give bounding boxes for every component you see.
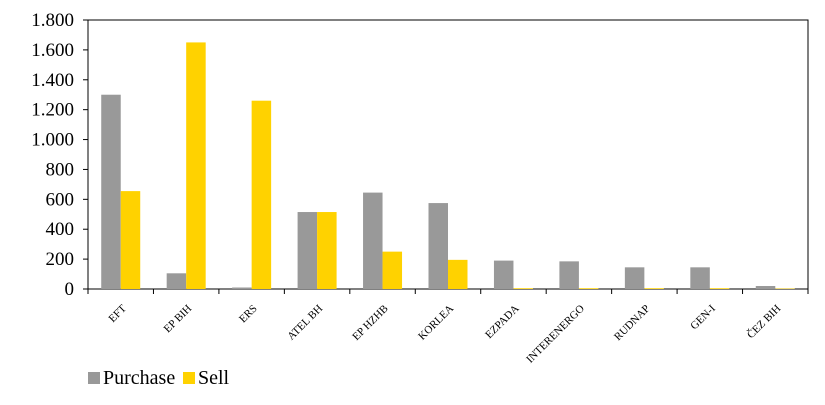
bar-sell-3 (252, 101, 271, 289)
y-tick-label: 0 (65, 279, 75, 300)
x-tick-label: EP HZHB (350, 303, 390, 343)
bar-purchase-6 (429, 203, 449, 289)
x-tick-label: ČEZ BIH (745, 303, 784, 342)
bar-purchase-7 (494, 261, 514, 289)
legend-swatch-purchase (88, 372, 100, 384)
bar-sell-7 (513, 288, 533, 289)
legend-label-sell: Sell (198, 367, 230, 389)
bar-purchase-10 (690, 267, 710, 289)
bar-purchase-5 (363, 193, 383, 289)
x-tick-label: EP BIH (162, 303, 195, 336)
bar-sell-5 (383, 252, 403, 289)
bar-purchase-4 (298, 212, 318, 289)
bar-sell-2 (186, 42, 206, 289)
x-tick-label: ERS (237, 303, 260, 326)
x-tick-label: KORLEA (416, 303, 456, 343)
x-tick-label: EFT (107, 302, 130, 325)
y-tick-label: 200 (46, 249, 75, 270)
bar-sell-10 (710, 288, 730, 289)
y-tick-label: 1.600 (31, 40, 74, 61)
x-tick-label: INTERENERGO (524, 303, 587, 366)
bar-purchase-9 (625, 267, 645, 289)
bar-sell-1 (121, 191, 140, 289)
legend-label-purchase: Purchase (103, 367, 175, 389)
y-tick-label: 1.800 (31, 10, 74, 31)
x-tick-label: EZPADA (483, 303, 521, 341)
y-tick-label: 1.000 (31, 130, 74, 151)
x-tick-label: GEN-I (688, 302, 718, 332)
bar-sell-6 (448, 260, 468, 289)
bar-sell-4 (317, 212, 337, 289)
y-tick-label: 400 (46, 219, 75, 240)
y-tick-label: 600 (46, 189, 75, 210)
bar-sell-9 (644, 288, 664, 289)
bar-purchase-8 (559, 261, 579, 289)
y-tick-label: 1.200 (31, 100, 74, 121)
x-tick-label: ATEL BH (285, 303, 325, 343)
x-tick-label: RUDNAP (612, 303, 652, 343)
bar-purchase-1 (101, 95, 121, 289)
y-tick-label: 1.400 (31, 70, 74, 91)
bar-purchase-2 (167, 273, 187, 289)
y-tick-label: 800 (46, 159, 75, 180)
bar-purchase-3 (232, 288, 252, 289)
legend-swatch-sell (183, 372, 195, 384)
bar-purchase-11 (756, 286, 776, 289)
bar-sell-8 (579, 288, 599, 289)
